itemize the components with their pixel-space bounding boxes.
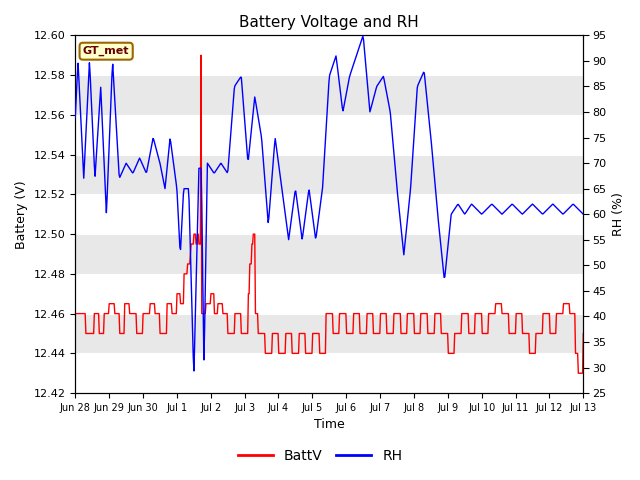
Title: Battery Voltage and RH: Battery Voltage and RH (239, 15, 419, 30)
RH (392, 175, 400, 180)
BattV (197, 52, 205, 58)
BattV (575, 371, 582, 376)
RH (190, 368, 198, 374)
Bar (76, 75, 583, 115)
Bar (76, 353, 583, 393)
BattV (406, 311, 414, 316)
Line: BattV: BattV (76, 55, 583, 373)
BattV (81, 311, 88, 316)
Legend: BattV, RH: BattV, RH (232, 443, 408, 468)
RH (81, 161, 88, 167)
Bar (76, 36, 583, 75)
RH (184, 186, 192, 192)
BattV (392, 311, 399, 316)
BattV (184, 261, 192, 267)
Y-axis label: Battery (V): Battery (V) (15, 180, 28, 249)
Bar (76, 155, 583, 194)
Y-axis label: RH (%): RH (%) (612, 192, 625, 236)
RH (133, 162, 141, 168)
Line: RH: RH (76, 36, 583, 371)
BattV (212, 311, 220, 316)
BattV (72, 311, 79, 316)
RH (72, 114, 79, 120)
Bar (76, 313, 583, 353)
BattV (579, 331, 587, 336)
RH (579, 211, 587, 217)
Text: GT_met: GT_met (83, 46, 129, 56)
RH (407, 181, 415, 187)
RH (359, 34, 367, 39)
BattV (133, 331, 141, 336)
Bar (76, 234, 583, 274)
Bar (76, 194, 583, 234)
Bar (76, 274, 583, 313)
X-axis label: Time: Time (314, 419, 345, 432)
RH (212, 168, 220, 174)
Bar (76, 115, 583, 155)
